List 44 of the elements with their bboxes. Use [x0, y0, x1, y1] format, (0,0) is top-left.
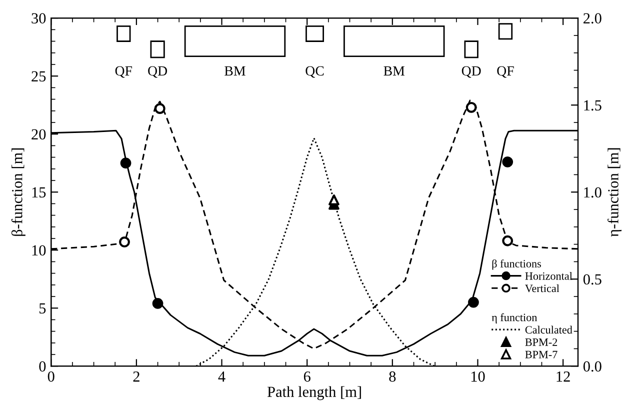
point: [502, 156, 514, 168]
y-tick-label: 10: [32, 245, 46, 256]
y2-tick-label: 2.0: [584, 13, 602, 24]
point: [119, 236, 130, 248]
annotation: BM: [224, 66, 246, 76]
text: β functions: [492, 260, 541, 270]
legend-label: Calculated: [525, 326, 572, 334]
x-tick-label: 2: [133, 371, 140, 382]
point: [502, 235, 514, 246]
legend-label: Horizontal: [525, 272, 572, 280]
point: [120, 158, 132, 169]
annotation: BM: [384, 66, 405, 76]
text: η function: [492, 313, 538, 324]
x-axis-title: Path length [m]: [267, 386, 361, 400]
y2-tick-label: 1.5: [584, 100, 602, 111]
x-tick-label: 6: [304, 371, 310, 382]
legend-label: BPM-2: [525, 338, 558, 346]
y-tick-label: 0: [39, 361, 46, 372]
point: [466, 102, 477, 113]
y-tick-label: 20: [32, 129, 46, 140]
y2-tick-label: 0.0: [583, 361, 602, 372]
annotation: QF: [497, 66, 514, 78]
legend-label: Vertical: [525, 284, 560, 292]
y2-axis-title: η-function [m]: [608, 148, 622, 237]
point: [154, 103, 166, 114]
x-tick-label: 12: [556, 371, 570, 382]
y-axis-title: β-function [m]: [11, 148, 26, 236]
point: [468, 296, 479, 308]
y2-tick-label: 1.0: [584, 187, 602, 198]
annotation: QF: [115, 66, 132, 78]
y-tick-label: 5: [40, 303, 46, 314]
y-tick-label: 25: [32, 71, 46, 82]
x-tick-label: 10: [471, 371, 485, 382]
y-tick-label: 15: [32, 187, 46, 198]
y2-tick-label: 0.5: [583, 274, 602, 285]
x-tick-label: 0: [48, 371, 54, 382]
legend-label: BPM-7: [525, 350, 558, 358]
annotation: QD: [462, 66, 481, 78]
annotation: QC: [306, 66, 324, 78]
x-tick-label: 4: [218, 372, 226, 382]
y-tick-label: 30: [32, 13, 46, 24]
point: [152, 298, 164, 309]
annotation: QD: [148, 66, 168, 78]
x-tick-label: 8: [389, 371, 396, 382]
